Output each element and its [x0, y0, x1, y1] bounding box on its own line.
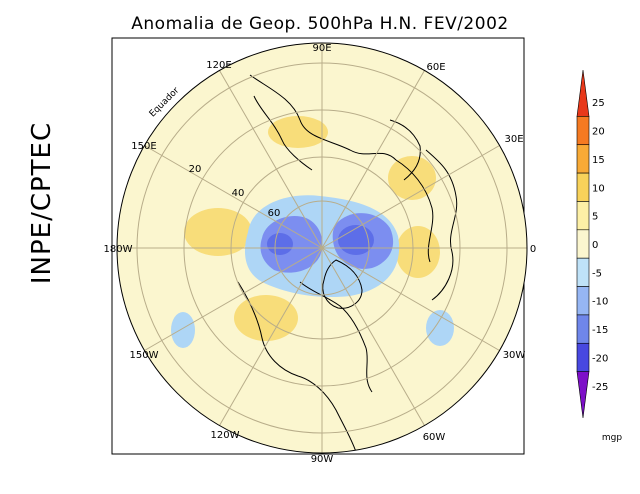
north-america-east-coast	[299, 281, 373, 393]
middle-east-coast	[389, 119, 421, 181]
lon-label-120e: 120E	[206, 60, 231, 71]
meridian-150e	[144, 145, 323, 249]
colorbar-tick-label: -25	[592, 382, 608, 393]
lat-label-40: 40	[232, 188, 245, 199]
map-title: Anomalia de Geop. 500hPa H.N. FEV/2002	[131, 14, 509, 34]
colorbar-tick-label: -20	[592, 353, 608, 364]
strong-negative-anomaly-pacific-sector	[267, 233, 293, 255]
colorbar-segments	[576, 69, 590, 419]
greenland-outline	[322, 259, 363, 309]
lon-label-90e: 90E	[312, 43, 331, 54]
colorbar-tick-label: 0	[592, 240, 598, 251]
meridian-60w	[321, 247, 425, 426]
colorbar-segment	[576, 342, 590, 372]
colorbar-tick-label: -10	[592, 297, 608, 308]
colorbar-segment	[576, 116, 590, 146]
colorbar-segment	[576, 257, 590, 287]
lon-label-0: 0	[530, 244, 536, 255]
meridian-30e	[321, 145, 500, 249]
lon-label-60w: 60W	[423, 432, 446, 443]
colorbar-tick-label: 20	[592, 127, 605, 138]
lon-label-90w: 90W	[311, 454, 334, 465]
colorbar-segment	[576, 172, 590, 202]
coastlines	[237, 74, 458, 453]
eurasia-coast	[249, 74, 434, 263]
lon-label-150e: 150E	[131, 141, 156, 152]
weak-negative-anomaly-atlantic	[426, 310, 454, 346]
lon-label-180w: 180W	[104, 244, 133, 255]
lon-label-150w: 150W	[130, 350, 159, 361]
meridian-150w	[144, 247, 323, 351]
graticule	[117, 43, 527, 453]
lon-label-30w: 30W	[503, 350, 526, 361]
colorbar-segment	[576, 144, 590, 174]
colorbar-segment	[576, 69, 590, 117]
positive-anomaly-atlantic	[396, 226, 440, 278]
colorbar-segment	[576, 201, 590, 231]
meridian-120e	[219, 70, 323, 249]
colorbar-tick-label: 25	[592, 98, 605, 109]
lat-label-20: 20	[189, 164, 202, 175]
meridian-60e	[321, 70, 425, 249]
colorbar-segment	[576, 314, 590, 344]
meridian-30w	[321, 247, 500, 351]
lat-label-60: 60	[268, 208, 281, 219]
lon-label-120w: 120W	[211, 430, 240, 441]
colorbar-tick-label: -5	[592, 268, 602, 279]
north-america-west-coast	[237, 281, 357, 453]
colorbar-tick-label: 15	[592, 155, 605, 166]
colorbar-tick-label: 5	[592, 212, 598, 223]
colorbar-unit: mgp	[602, 433, 622, 443]
europe-coast	[425, 149, 458, 301]
colorbar-tick-label: 10	[592, 183, 605, 194]
lon-label-60e: 60E	[426, 62, 445, 73]
positive-anomaly-asia	[268, 116, 328, 148]
colorbar-segment	[576, 286, 590, 316]
colorbar-segment	[576, 371, 590, 419]
colorbar-tick-labels: 25 20 15 10 5 0 -5 -10 -15 -20 -25	[592, 98, 608, 393]
weak-negative-anomaly-pacific	[171, 312, 195, 348]
colorbar-segment	[576, 229, 590, 259]
lon-label-30e: 30E	[504, 134, 523, 145]
meridian-120w	[219, 247, 323, 426]
east-asia-coast	[253, 95, 313, 171]
map-disk-outline	[116, 42, 528, 454]
colorbar-tick-label: -15	[592, 325, 608, 336]
